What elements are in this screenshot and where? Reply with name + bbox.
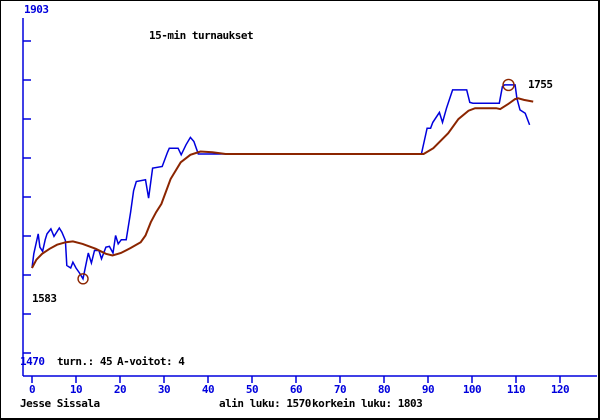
end-rating-label: 1755 — [528, 78, 553, 91]
lowest-rating-label: alin luku: 1570 — [219, 397, 311, 410]
x-axis-tick-label: 50 — [245, 383, 259, 396]
highest-rating-label: korkein luku: 1803 — [312, 397, 423, 410]
x-axis-tick-label: 40 — [201, 383, 215, 396]
x-axis-tick-label: 70 — [333, 383, 347, 396]
x-axis-tick-label: 80 — [377, 383, 391, 396]
max-circle — [502, 78, 515, 92]
x-axis-tick-label: 120 — [550, 383, 570, 396]
min-circle — [77, 273, 89, 285]
x-axis-tick-label: 10 — [69, 383, 83, 396]
y-axis-min-label: 1470 — [20, 355, 45, 368]
x-axis-tick-label: 110 — [506, 383, 526, 396]
rating-line — [31, 84, 531, 281]
start-rating-label: 1583 — [32, 292, 57, 305]
x-axis-tick-label: 20 — [113, 383, 127, 396]
trend-average-line — [31, 97, 534, 269]
x-axis-tick-label: 60 — [289, 383, 303, 396]
tournament-count-label: turn.: 45 — [57, 355, 113, 368]
x-axis-tick-label: 90 — [421, 383, 435, 396]
x-axis-tick-label: 100 — [462, 383, 482, 396]
x-axis-tick-label: 0 — [28, 383, 36, 396]
a-wins-label: A-voitot: 4 — [117, 355, 185, 368]
player-name-label: Jesse Sissala — [20, 397, 100, 410]
chart-title: 15-min turnaukset — [149, 29, 254, 42]
x-axis-tick-label: 30 — [157, 383, 171, 396]
y-axis-max-label: 1903 — [24, 3, 49, 16]
